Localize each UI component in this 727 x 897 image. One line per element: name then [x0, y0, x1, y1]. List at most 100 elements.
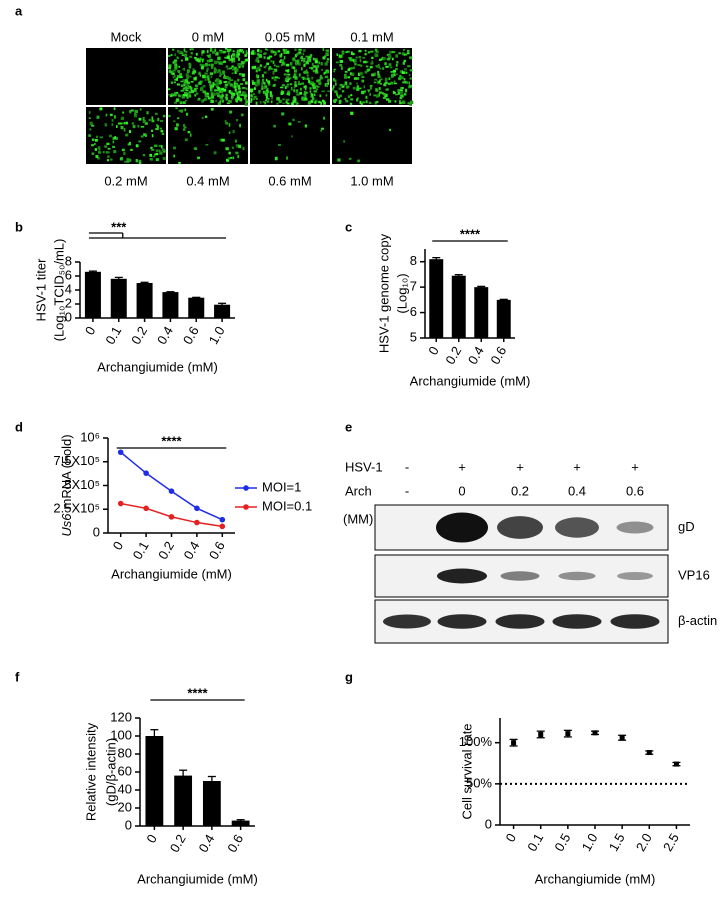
fluorescence: [120, 116, 125, 121]
fluorescence: [394, 100, 397, 103]
bar: [145, 736, 164, 826]
x-tick-label: 0.6: [206, 539, 228, 562]
fluorescence: [196, 58, 199, 62]
fluorescence: [138, 159, 142, 163]
fluorescence: [326, 70, 330, 74]
fluorescence: [356, 98, 359, 102]
fluorescence: [190, 52, 193, 55]
fluorescence: [391, 51, 396, 53]
fluorescence: [204, 90, 207, 93]
fluorescence: [290, 86, 293, 91]
fluorescence: [377, 50, 379, 54]
fluorescence: [263, 71, 267, 74]
fluorescence: [220, 73, 223, 76]
fluorescence: [155, 158, 159, 162]
y-tick-label: 100%: [459, 734, 493, 749]
bar: [429, 259, 444, 338]
x-tick-label: 1.0: [206, 324, 228, 347]
fluorescence: [376, 94, 379, 98]
fluorescence: [293, 88, 296, 93]
fluorescence: [233, 84, 236, 87]
fluorescence: [303, 49, 306, 52]
fluorescence: [298, 73, 301, 77]
fluorescence: [204, 92, 208, 95]
point: [219, 516, 226, 523]
fluorescence: [225, 97, 229, 101]
fluorescence: [238, 57, 240, 61]
fluorescence: [275, 51, 277, 55]
fluorescence: [250, 94, 253, 98]
fluorescence: [223, 81, 227, 84]
fluorescence: [187, 81, 191, 85]
fluorescence: [286, 85, 289, 88]
fluorescence: [170, 54, 173, 57]
fluorescence: [350, 94, 353, 97]
fluorescence: [356, 77, 360, 80]
x-tick-label: 0: [110, 539, 127, 553]
fluorescence: [252, 93, 255, 95]
fluorescence: [143, 133, 147, 137]
band: [617, 572, 653, 580]
fluorescence: [289, 83, 293, 86]
fluorescence: [303, 85, 306, 89]
fluorescence: [306, 74, 309, 77]
fluorescence: [242, 78, 246, 82]
fluorescence: [326, 80, 330, 82]
bar: [84, 271, 101, 318]
fluorescence: [304, 87, 307, 91]
fluorescence: [115, 137, 118, 140]
fluorescence: [293, 73, 297, 76]
legend-label: MOI=0.1: [262, 498, 312, 513]
fluorescence: [321, 68, 323, 71]
fluorescence: [259, 64, 263, 67]
fluorescence: [323, 116, 325, 120]
panel-label: b: [15, 219, 23, 234]
point: [117, 449, 124, 456]
fluorescence: [231, 58, 235, 61]
fluorescence: [286, 156, 288, 160]
fluorescence: [225, 147, 229, 151]
fluorescence: [262, 100, 266, 103]
fluorescence: [377, 70, 380, 75]
fluorescence: [161, 148, 165, 152]
fluorescence: [140, 135, 144, 138]
error-bar: [645, 750, 654, 755]
fluorescence: [172, 72, 175, 76]
fluorescence: [177, 70, 181, 74]
fluorescence: [105, 113, 108, 117]
fluorescence: [363, 85, 365, 89]
fluorescence: [326, 58, 330, 61]
y-tick-label: 6: [65, 267, 72, 282]
fluorescence: [185, 73, 190, 76]
fluorescence: [399, 70, 404, 73]
fluorescence: [384, 77, 388, 81]
fluorescence: [270, 50, 274, 52]
y-axis-label: (gD/β-actin): [103, 738, 118, 806]
fluorescence: [307, 102, 312, 105]
fluorescence: [174, 53, 176, 57]
fluorescence: [210, 75, 213, 79]
fluorescence: [385, 65, 389, 68]
point: [194, 519, 200, 526]
y-axis-label-part: mRNA (Fold): [59, 434, 74, 509]
fluorescence: [194, 84, 199, 88]
band: [500, 571, 540, 581]
fluorescence: [388, 63, 392, 66]
fluorescence: [339, 60, 343, 63]
fluorescence: [279, 60, 282, 63]
fluorescence: [371, 73, 375, 77]
fluorescence: [187, 87, 190, 90]
fluorescence: [213, 68, 218, 72]
unit-label: (MM): [343, 511, 373, 526]
fluorescence: [228, 131, 231, 134]
fluorescence: [320, 129, 323, 132]
fluorescence: [241, 73, 245, 77]
fluorescence: [210, 92, 214, 94]
fluorescence: [294, 69, 297, 73]
fluorescence: [255, 58, 259, 62]
fluorescence: [299, 52, 302, 55]
fluorescence: [371, 56, 374, 60]
fluorescence: [215, 83, 219, 87]
fluorescence: [178, 94, 181, 98]
fluorescence: [140, 126, 145, 128]
